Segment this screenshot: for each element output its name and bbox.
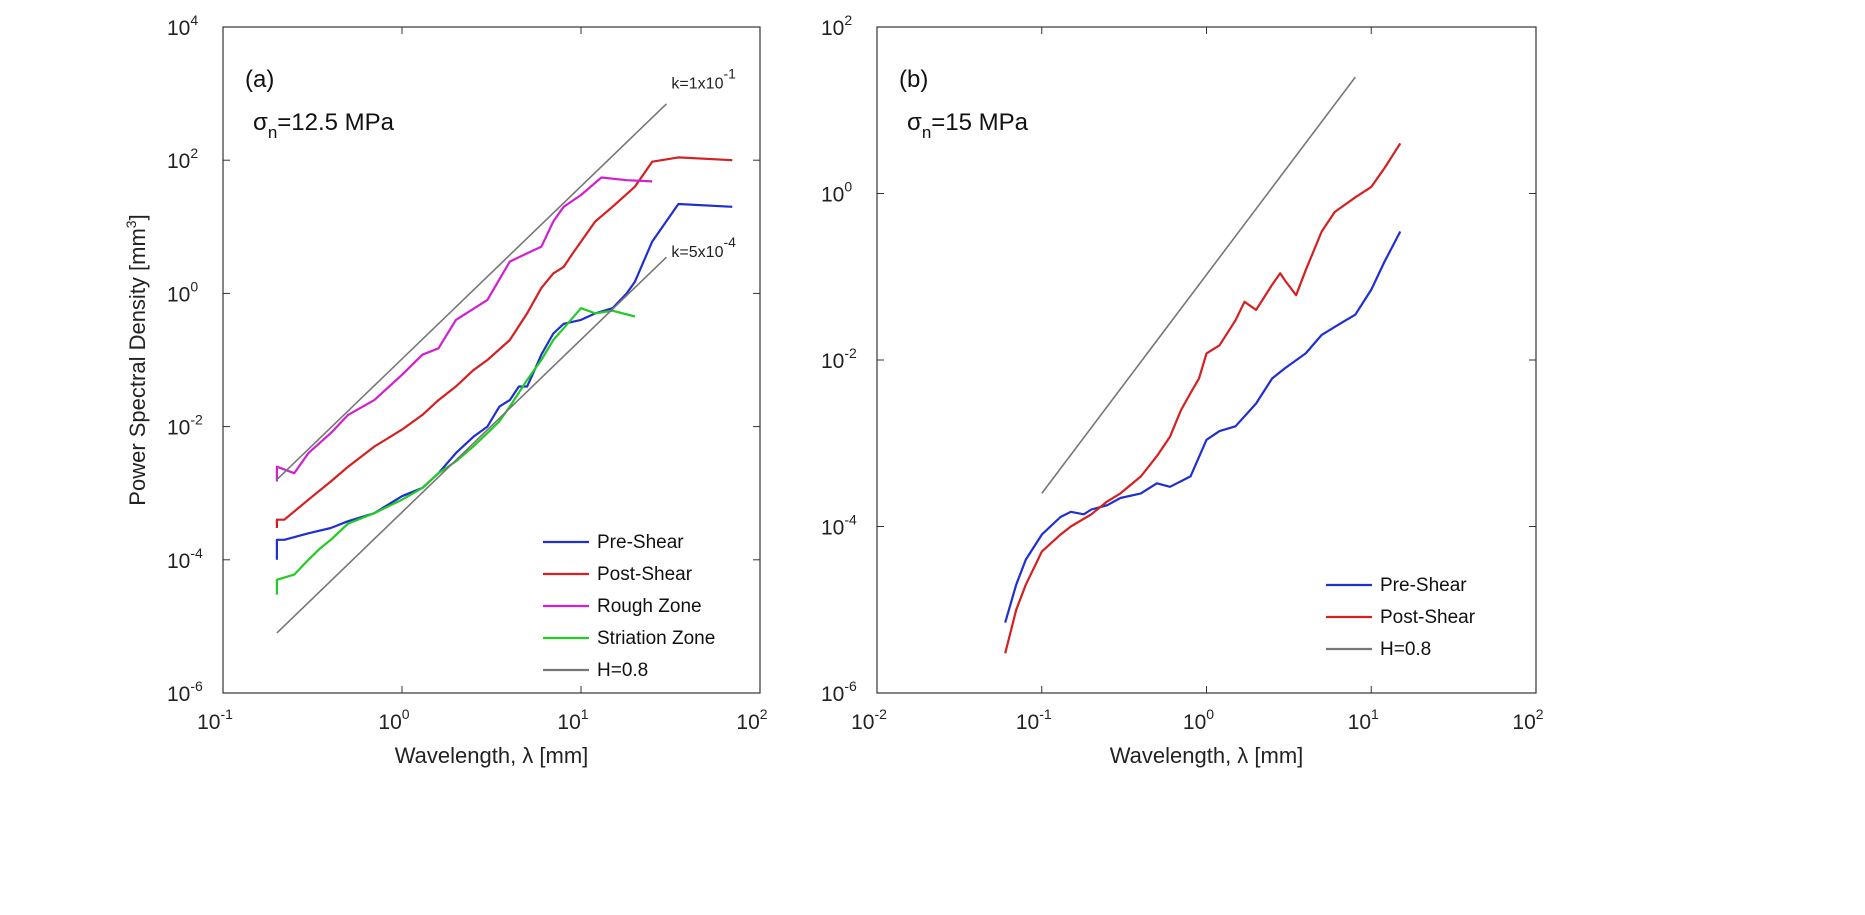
y-tick-label: 102 bbox=[821, 12, 852, 40]
series-line-striation-zone bbox=[275, 307, 636, 595]
y-tick-label: 10-6 bbox=[821, 678, 857, 706]
axes-frame bbox=[222, 26, 761, 694]
panel-label: (b) bbox=[899, 66, 928, 93]
normal-stress-annotation: σn=12.5 MPa bbox=[253, 109, 395, 142]
x-tick-label: 101 bbox=[557, 706, 588, 734]
x-tick-label: 100 bbox=[1183, 706, 1214, 734]
x-tick-label: 10-1 bbox=[197, 706, 233, 734]
series-line-post-shear bbox=[1004, 142, 1402, 654]
x-tick-label: 10-2 bbox=[851, 706, 887, 734]
legend-label-h-0-8: H=0.8 bbox=[1380, 639, 1431, 660]
panel-b-chart: 10-2 10-1 100 101 102 10-6 10-4 10-2 100 102 Wavel… bbox=[821, 12, 1544, 768]
x-tick-label: 102 bbox=[1512, 706, 1543, 734]
slope-label-2: k=5x10-4 bbox=[671, 234, 736, 261]
legend-label-pre-shear: Pre-Shear bbox=[1380, 575, 1467, 596]
panel-label: (a) bbox=[245, 66, 274, 93]
legend-label-h-0-8: H=0.8 bbox=[597, 660, 648, 681]
slope-label-1: k=1x10-1 bbox=[671, 65, 736, 92]
y-axis-label: Power Spectral Density [mm3] bbox=[123, 214, 150, 505]
series-line-pre-shear bbox=[275, 202, 733, 560]
series-line-reference bbox=[276, 103, 667, 481]
y-tick-label: 100 bbox=[821, 179, 852, 207]
x-tick-label: 100 bbox=[378, 706, 409, 734]
x-axis-label: Wavelength, λ [mm] bbox=[395, 743, 589, 768]
legend-label-rough-zone: Rough Zone bbox=[597, 596, 702, 617]
series-line-h-0-8 bbox=[1041, 76, 1356, 494]
x-tick-label: 10-1 bbox=[1016, 706, 1052, 734]
series-line-post-shear bbox=[275, 156, 733, 528]
legend-label-striation-zone: Striation Zone bbox=[597, 628, 715, 649]
panel-a-chart: 10-1 100 101 102 10-6 10-4 10-2 100 102 104 Wavele… bbox=[123, 12, 768, 768]
normal-stress-annotation: σn=15 MPa bbox=[907, 109, 1029, 142]
y-tick-label: 10-2 bbox=[167, 412, 203, 440]
legend-label-pre-shear: Pre-Shear bbox=[597, 532, 684, 553]
legend: Pre-Shear Post-Shear Rough Zone Striation Z… bbox=[543, 532, 715, 681]
y-tick-label: 10-4 bbox=[167, 545, 203, 573]
legend-label-post-shear: Post-Shear bbox=[597, 564, 693, 585]
y-tick-label: 102 bbox=[167, 145, 198, 173]
series-line-pre-shear bbox=[1004, 230, 1402, 623]
legend: Pre-Shear Post-Shear H=0.8 bbox=[1326, 575, 1476, 660]
x-axis-label: Wavelength, λ [mm] bbox=[1110, 743, 1304, 768]
y-tick-label: 10-2 bbox=[821, 345, 857, 373]
x-tick-label: 102 bbox=[736, 706, 767, 734]
y-tick-label: 10-6 bbox=[167, 678, 203, 706]
y-tick-label: 104 bbox=[167, 12, 198, 40]
x-tick-label: 101 bbox=[1348, 706, 1379, 734]
legend-label-post-shear: Post-Shear bbox=[1380, 607, 1476, 628]
y-tick-label: 100 bbox=[167, 278, 198, 306]
series-line-h-0-8 bbox=[276, 256, 667, 634]
y-tick-label: 10-4 bbox=[821, 512, 857, 540]
series-line-rough-zone bbox=[275, 176, 653, 482]
